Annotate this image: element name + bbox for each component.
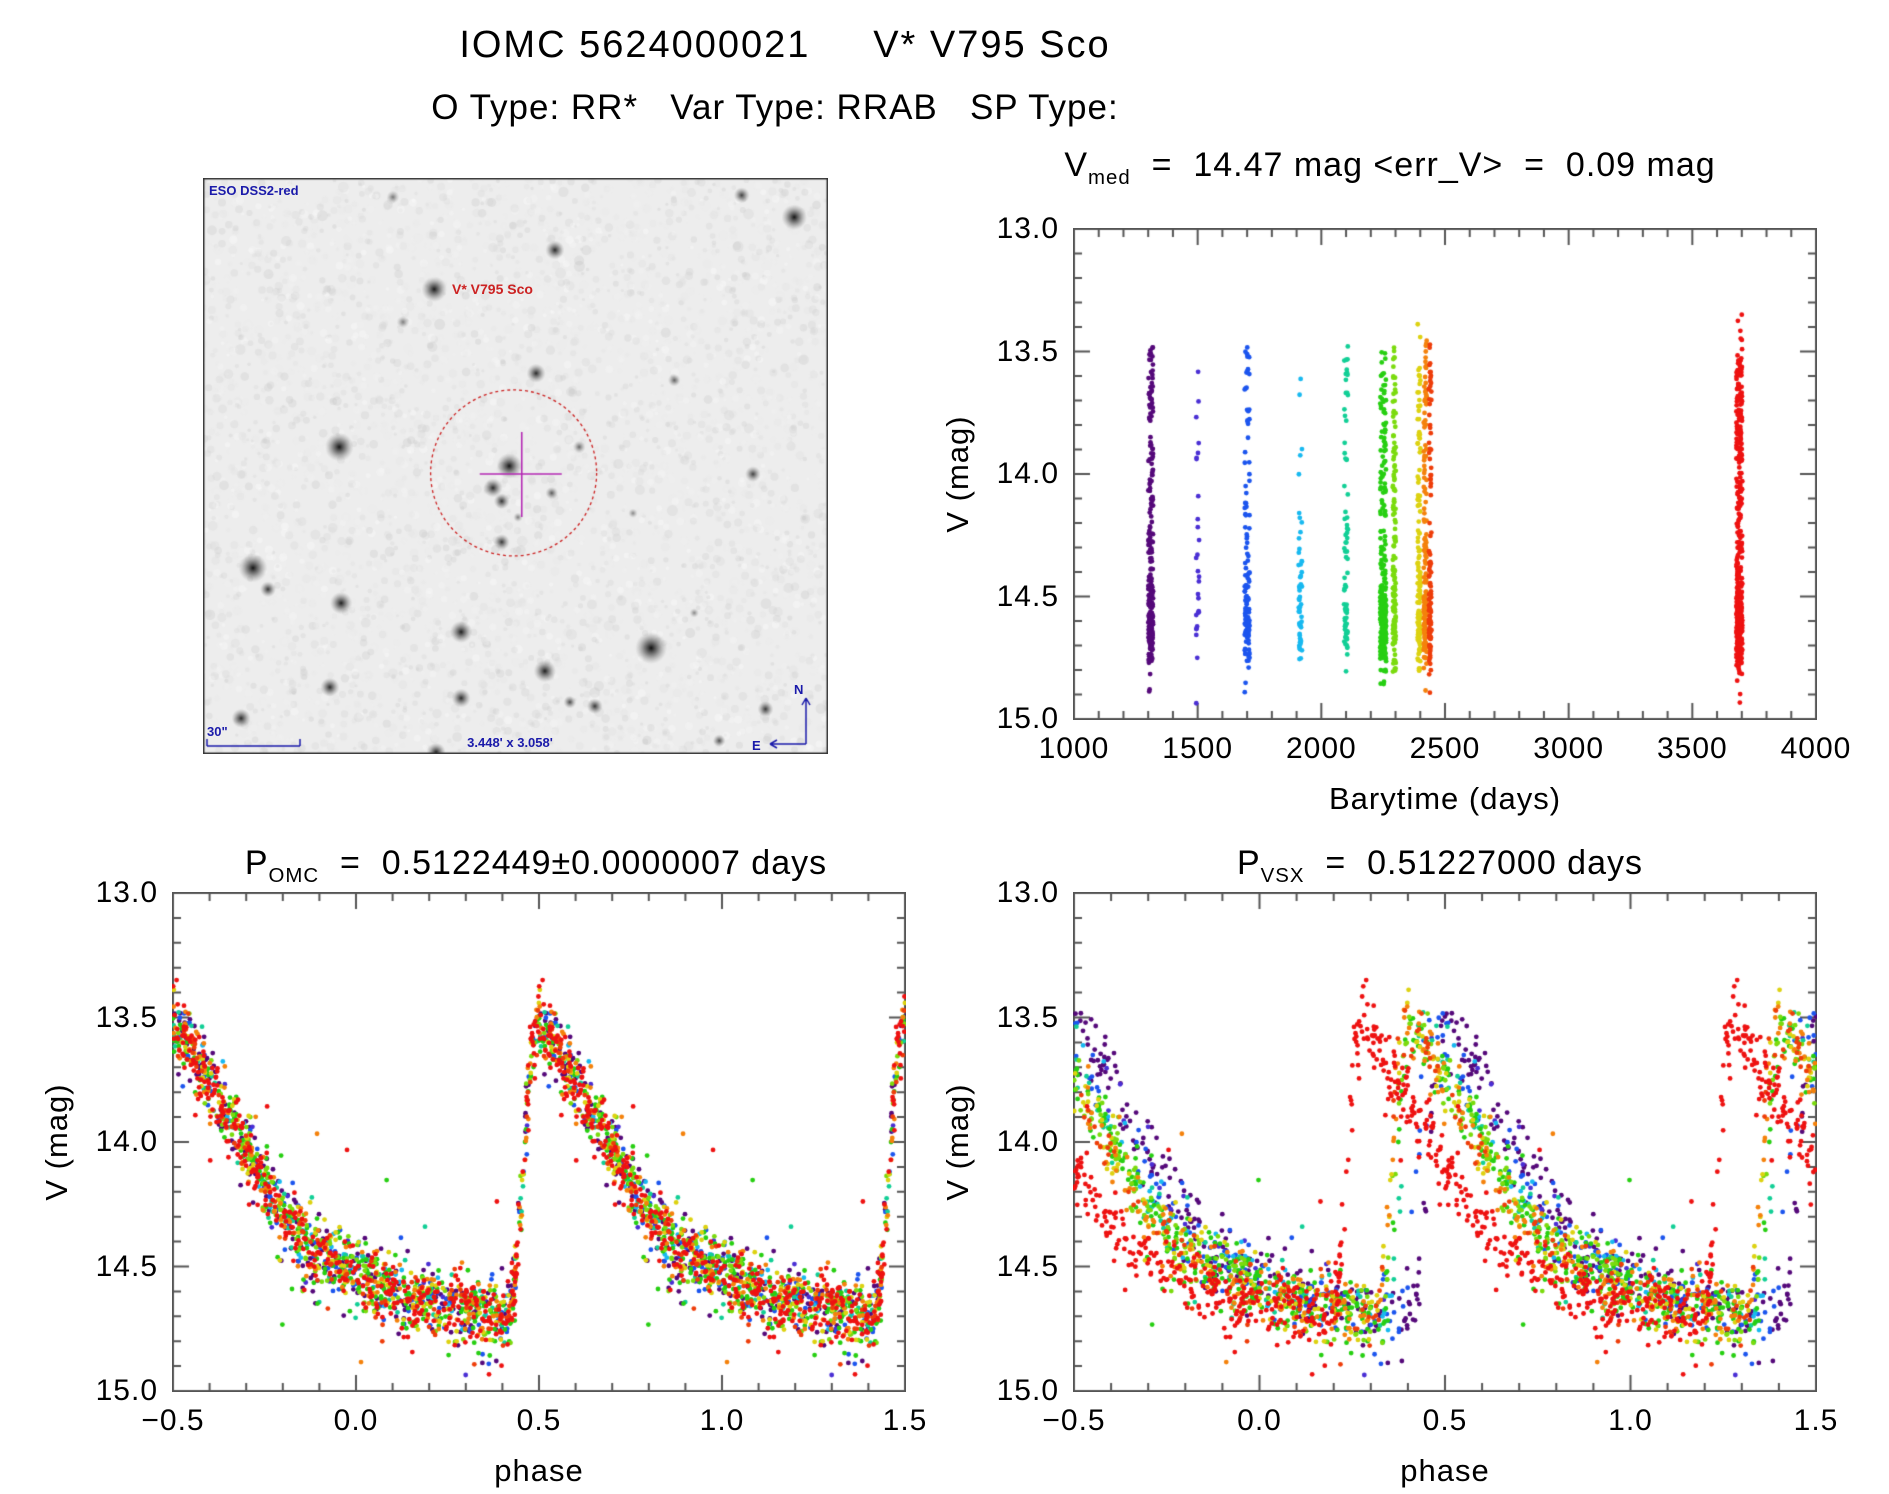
y-tick-label: 13.5 <box>996 1000 1059 1034</box>
y-tick-label: 15.0 <box>95 1374 158 1407</box>
x-tick-label: 2000 <box>1285 732 1357 765</box>
page-subtitle: O Type: RR* Var Type: RRAB SP Type: <box>431 88 1119 127</box>
vmed-symbol: V <box>1064 146 1088 184</box>
field-of-view-label: 3.448' x 3.058' <box>467 735 553 750</box>
p-omc-subscript: OMC <box>268 864 320 887</box>
y-tick-label: 14.5 <box>95 1249 158 1283</box>
x-tick-label: 1.5 <box>882 1404 928 1437</box>
vmed-subscript: med <box>1088 166 1131 189</box>
y-tick-label: 15.0 <box>996 1374 1059 1407</box>
y-tick-label: 15.0 <box>996 702 1059 735</box>
vsx-period-title: PVSX = 0.51227000 days <box>1040 844 1840 888</box>
y-tick-label: 14.0 <box>95 1125 158 1158</box>
x-tick-label: 0.5 <box>516 1404 562 1437</box>
x-tick-label: 1.0 <box>699 1404 745 1437</box>
page-title: IOMC 5624000021 V* V795 Sco <box>459 24 1111 66</box>
x-tick-label: 1000 <box>1038 732 1110 765</box>
vsx-xaxis-label: phase <box>1400 1453 1490 1488</box>
x-tick-label: −0.5 <box>1042 1404 1106 1437</box>
omc-period-title: POMC = 0.5122449±0.0000007 days <box>136 844 936 888</box>
x-tick-label: 0.0 <box>1237 1404 1282 1437</box>
p-omc-value-text: = 0.5122449±0.0000007 days <box>319 844 828 882</box>
target-star-label: V* V795 Sco <box>452 281 533 297</box>
barytime-plot-title: Vmed = 14.47 mag <err_V> = 0.09 mag <box>990 146 1790 190</box>
x-tick-label: 1500 <box>1162 732 1234 765</box>
finder-image-canvas <box>203 178 828 754</box>
vsx-phase-plot-canvas <box>1073 892 1817 1392</box>
compass-east-label: E <box>752 738 761 753</box>
p-vsx-subscript: VSX <box>1260 864 1305 887</box>
x-tick-label: 3000 <box>1533 732 1605 765</box>
y-tick-label: 14.5 <box>996 1249 1059 1283</box>
y-tick-label: 14.0 <box>996 457 1059 490</box>
y-tick-label: 13.5 <box>996 334 1059 368</box>
y-tick-label: 13.0 <box>996 876 1059 909</box>
y-tick-label: 13.5 <box>95 1000 158 1034</box>
x-tick-label: −0.5 <box>141 1404 205 1437</box>
x-tick-label: 3500 <box>1656 732 1728 765</box>
y-tick-label: 13.0 <box>95 876 158 909</box>
survey-label: ESO DSS2-red <box>209 183 299 198</box>
p-vsx-value-text: = 0.51227000 days <box>1304 844 1644 882</box>
x-tick-label: 2500 <box>1409 732 1481 765</box>
x-tick-label: 0.0 <box>333 1404 379 1437</box>
p-omc-symbol: P <box>244 844 269 882</box>
omc-xaxis-label: phase <box>494 1453 584 1488</box>
p-vsx-symbol: P <box>1236 844 1261 882</box>
y-tick-label: 14.5 <box>996 579 1059 613</box>
omc-phase-plot-canvas <box>172 892 906 1392</box>
x-tick-label: 1.0 <box>1608 1404 1653 1437</box>
x-tick-label: 0.5 <box>1422 1404 1468 1437</box>
compass-north-label: N <box>794 682 804 697</box>
x-tick-label: 1.5 <box>1793 1404 1839 1437</box>
vmed-value-text: = 14.47 mag <err_V> = 0.09 mag <box>1130 146 1716 184</box>
y-tick-label: 13.0 <box>996 212 1059 245</box>
scalebar-label: 30" <box>207 724 228 739</box>
barytime-plot-canvas <box>1073 228 1817 720</box>
x-tick-label: 4000 <box>1780 732 1852 765</box>
y-tick-label: 14.0 <box>996 1125 1059 1158</box>
barytime-xaxis-label: Barytime (days) <box>1328 781 1562 816</box>
